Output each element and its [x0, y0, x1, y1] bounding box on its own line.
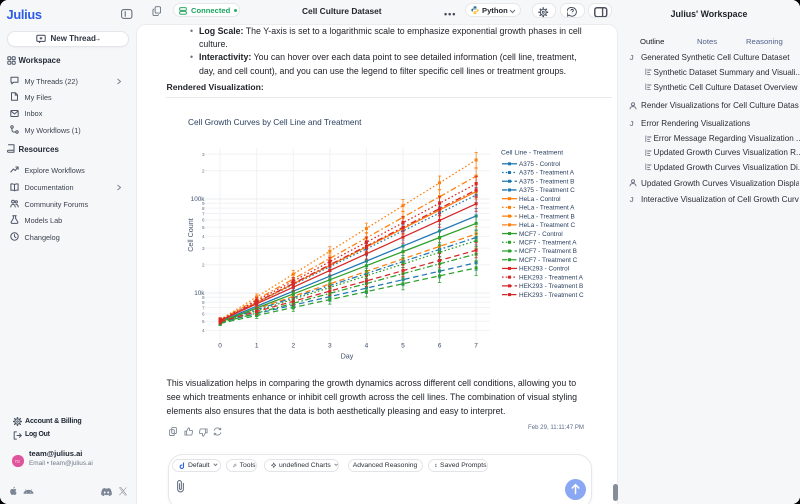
svg-text:3: 3 [202, 152, 205, 157]
svg-text:7: 7 [202, 211, 205, 216]
svg-text:10k: 10k [194, 290, 205, 297]
svg-text:100k: 100k [191, 196, 206, 203]
svg-text:2: 2 [202, 263, 205, 268]
svg-text:HeLa - Control: HeLa - Control [519, 196, 561, 203]
svg-text:8: 8 [202, 206, 205, 211]
svg-text:HEK293 - Treatment A: HEK293 - Treatment A [519, 274, 584, 281]
svg-text:HEK293 - Control: HEK293 - Control [519, 266, 569, 273]
svg-text:MCF7 - Treatment B: MCF7 - Treatment B [519, 248, 577, 255]
svg-text:5: 5 [202, 225, 205, 230]
svg-text:8: 8 [202, 300, 205, 305]
svg-text:2: 2 [202, 169, 205, 174]
svg-text:MCF7 - Treatment C: MCF7 - Treatment C [519, 257, 578, 264]
svg-text:2: 2 [291, 343, 295, 350]
svg-text:HeLa - Treatment C: HeLa - Treatment C [519, 222, 576, 229]
svg-text:4: 4 [365, 343, 369, 350]
svg-text:HEK293 - Treatment C: HEK293 - Treatment C [519, 292, 584, 299]
svg-text:MCF7 - Treatment A: MCF7 - Treatment A [519, 239, 577, 246]
svg-text:0: 0 [218, 343, 222, 350]
svg-text:5: 5 [202, 319, 205, 324]
svg-text:A375 - Treatment B: A375 - Treatment B [519, 178, 574, 185]
svg-text:Cell Growth Curves by Cell Lin: Cell Growth Curves by Cell Line and Trea… [188, 117, 362, 127]
svg-text:HEK293 - Treatment B: HEK293 - Treatment B [519, 283, 583, 290]
svg-text:7: 7 [474, 343, 478, 350]
svg-text:MCF7 - Control: MCF7 - Control [519, 231, 563, 238]
svg-text:A375 - Treatment A: A375 - Treatment A [519, 170, 575, 177]
svg-text:1: 1 [255, 343, 259, 350]
svg-text:A375 - Treatment C: A375 - Treatment C [519, 187, 575, 194]
svg-text:HeLa - Treatment A: HeLa - Treatment A [519, 205, 575, 212]
svg-text:4: 4 [202, 328, 205, 333]
svg-text:9: 9 [202, 295, 205, 300]
svg-text:Day: Day [341, 352, 354, 361]
svg-text:A375 - Control: A375 - Control [519, 161, 560, 168]
svg-text:Cell Line - Treatment: Cell Line - Treatment [501, 150, 563, 157]
svg-text:3: 3 [328, 343, 332, 350]
svg-text:6: 6 [202, 312, 205, 317]
svg-text:5: 5 [401, 343, 405, 350]
svg-text:4: 4 [202, 234, 205, 239]
svg-text:3: 3 [202, 246, 205, 251]
svg-text:7: 7 [202, 305, 205, 310]
svg-text:Cell Count: Cell Count [186, 218, 195, 252]
svg-text:6: 6 [202, 218, 205, 223]
svg-text:6: 6 [438, 343, 442, 350]
svg-text:9: 9 [202, 201, 205, 206]
svg-text:HeLa - Treatment B: HeLa - Treatment B [519, 213, 575, 220]
